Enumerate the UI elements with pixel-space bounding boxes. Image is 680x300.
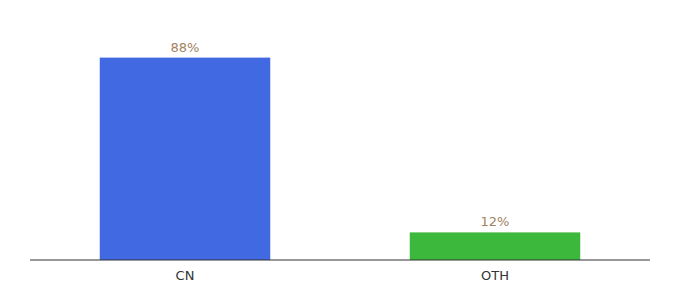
x-ticks: CN OTH (176, 268, 509, 283)
bar (100, 58, 271, 260)
bars (100, 58, 581, 260)
data-label: 12% (481, 214, 510, 229)
chart-container: 88% 12% CN OTH (0, 0, 680, 300)
x-axis-line (30, 260, 650, 261)
data-labels: 88% 12% (171, 40, 510, 230)
bar (410, 232, 581, 260)
x-tick-label: OTH (481, 268, 509, 283)
chart-svg: 88% 12% CN OTH (0, 0, 680, 300)
page: {"chart_data": {"type": "bar", "categori… (0, 0, 680, 300)
x-tick-label: CN (176, 268, 195, 283)
data-label: 88% (171, 40, 200, 55)
